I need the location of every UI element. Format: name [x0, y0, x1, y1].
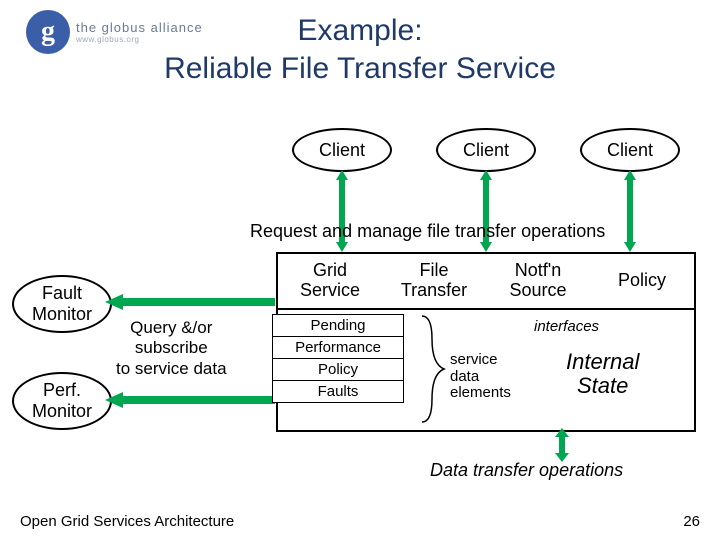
arrow-client-3 — [624, 170, 636, 252]
box-pending: Pending — [272, 314, 404, 337]
client-node-1: Client — [292, 128, 392, 172]
data-boxes-col: Pending Performance Policy Faults — [278, 310, 408, 430]
fault-monitor-node: FaultMonitor — [12, 275, 112, 333]
box-faults: Faults — [272, 380, 404, 403]
interface-file-transfer: FileTransfer — [382, 254, 486, 308]
interface-notfn-source: Notf'nSource — [486, 254, 590, 308]
perf-monitor-node: Perf.Monitor — [12, 372, 112, 430]
body-row: Pending Performance Policy Faults servic… — [278, 310, 694, 430]
footer-text: Open Grid Services Architecture — [20, 513, 234, 530]
interface-policy: Policy — [590, 254, 694, 308]
brace-icon — [420, 314, 450, 424]
client-node-2: Client — [436, 128, 536, 172]
arrow-to-perf-monitor — [105, 392, 275, 412]
box-policy: Policy — [272, 358, 404, 381]
client-node-3: Client — [580, 128, 680, 172]
caption-data-transfer: Data transfer operations — [430, 460, 623, 481]
caption-request: Request and manage file transfer operati… — [250, 221, 605, 242]
box-performance: Performance — [272, 336, 404, 359]
interface-grid-service: GridService — [278, 254, 382, 308]
query-subscribe-label: Query &/orsubscribeto service data — [116, 318, 227, 379]
interfaces-label: interfaces — [534, 318, 599, 335]
slide-title: Example:Reliable File Transfer Service — [0, 12, 720, 87]
page-number: 26 — [683, 513, 700, 530]
service-table: GridService FileTransfer Notf'nSource Po… — [276, 252, 696, 432]
service-data-label: servicedataelements — [450, 352, 511, 402]
internal-state-label: InternalState — [566, 350, 639, 398]
arrow-to-fault-monitor — [105, 294, 275, 314]
arrow-data-transfer — [555, 428, 569, 462]
interfaces-row: GridService FileTransfer Notf'nSource Po… — [278, 254, 694, 310]
